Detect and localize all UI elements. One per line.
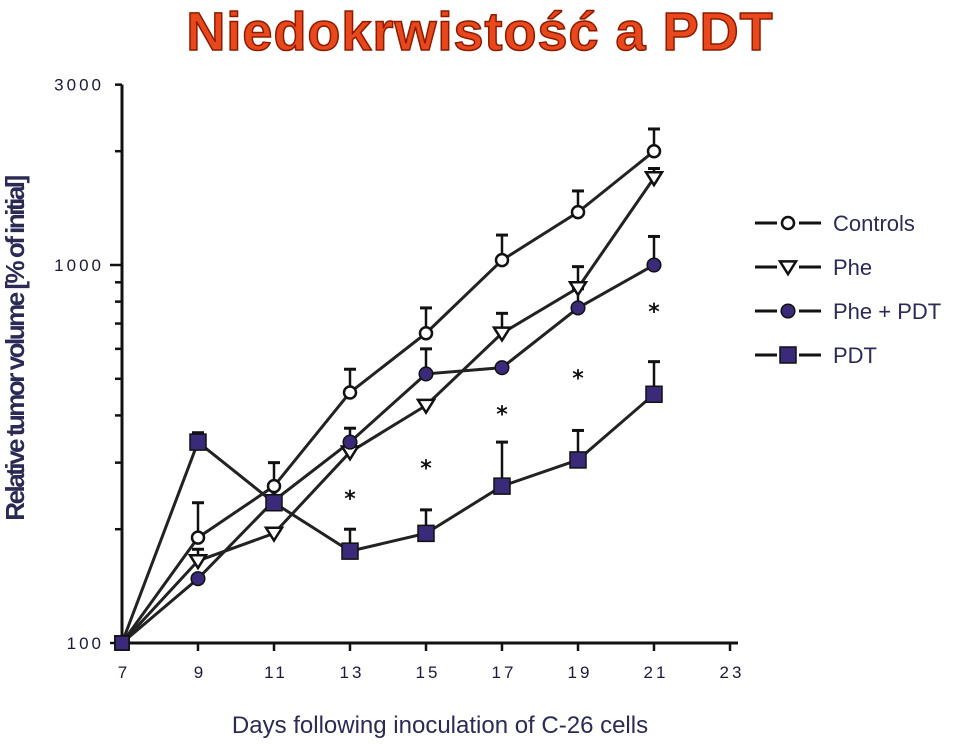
data-point — [643, 171, 665, 188]
data-point — [493, 477, 511, 495]
data-point — [342, 434, 358, 450]
y-tick-label: 1000 — [54, 256, 104, 275]
data-point — [190, 530, 206, 545]
data-point — [263, 526, 285, 543]
series-line — [120, 393, 655, 644]
x-tick-label: 21 — [644, 663, 669, 682]
series-line — [121, 263, 655, 645]
y-tick-label: 100 — [67, 634, 104, 653]
significance-star: * — [420, 456, 432, 481]
x-tick-label: 17 — [492, 663, 517, 682]
data-point — [646, 143, 662, 159]
data-point — [570, 204, 586, 220]
significance-markers: * * * * * — [344, 300, 660, 512]
data-point — [418, 325, 434, 341]
axes — [120, 84, 738, 645]
data-point — [114, 635, 130, 651]
data-point — [417, 524, 435, 543]
legend: Controls Phe Phe + PDT PDT — [755, 211, 941, 368]
significance-star: * — [572, 367, 584, 392]
data-point — [645, 385, 663, 404]
series-line — [120, 177, 656, 645]
x-axis-label: Days following inoculation of C-26 cells — [231, 712, 649, 739]
data-point — [494, 360, 510, 376]
data-point — [341, 542, 359, 560]
data-point — [569, 451, 587, 469]
data-point — [567, 281, 589, 298]
data-point — [494, 252, 510, 268]
x-tick-label: 7 — [118, 663, 130, 682]
data-point — [415, 398, 437, 416]
legend-label: Controls — [833, 211, 915, 236]
significance-star: * — [648, 300, 660, 325]
x-tick-label: 13 — [340, 663, 365, 682]
significance-star: * — [344, 487, 356, 512]
data-point — [189, 433, 207, 451]
axis-ticks: 100 1000 3000 7 9 11 13 15 17 19 21 23 — [54, 76, 745, 682]
data-point — [187, 553, 209, 571]
series-lines — [120, 150, 656, 645]
chart-title: Niedokrwistość a PDT — [186, 1, 774, 63]
x-tick-label: 23 — [720, 663, 745, 682]
x-tick-label: 15 — [416, 663, 441, 682]
data-point — [418, 366, 434, 382]
legend-label: PDT — [833, 343, 877, 368]
x-tick-label: 11 — [264, 663, 288, 682]
series-markers — [114, 143, 665, 651]
data-point — [777, 260, 799, 277]
data-point — [266, 478, 282, 494]
x-tick-label: 9 — [194, 663, 206, 682]
data-point — [779, 346, 797, 364]
x-tick-label: 19 — [568, 663, 593, 682]
data-point — [491, 326, 513, 343]
legend-label: Phe — [833, 255, 872, 280]
y-tick-label: 3000 — [54, 76, 104, 95]
legend-label: Phe + PDT — [833, 299, 941, 324]
data-point — [190, 571, 206, 587]
significance-star: * — [496, 402, 508, 427]
data-point — [570, 300, 586, 316]
data-point — [646, 257, 662, 273]
data-point — [265, 493, 283, 512]
data-point — [342, 385, 358, 400]
series-line — [120, 150, 655, 644]
data-point — [780, 303, 796, 319]
error-bars — [192, 127, 660, 561]
data-point — [780, 215, 796, 231]
